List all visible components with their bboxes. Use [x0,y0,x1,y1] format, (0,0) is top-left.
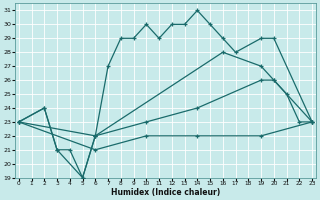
X-axis label: Humidex (Indice chaleur): Humidex (Indice chaleur) [111,188,220,197]
